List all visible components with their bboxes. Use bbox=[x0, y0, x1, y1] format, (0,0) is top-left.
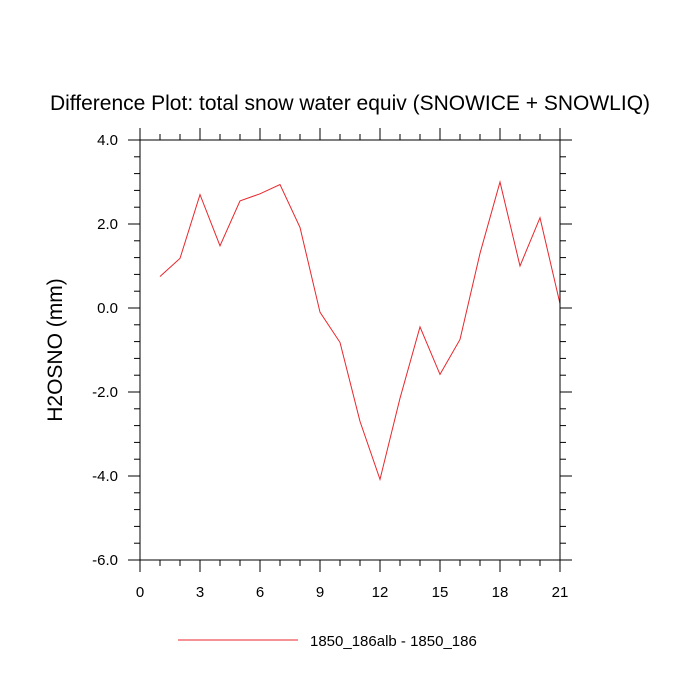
y-axis-label: H2OSNO (mm) bbox=[44, 278, 67, 422]
legend-label: 1850_186alb - 1850_186 bbox=[310, 633, 477, 650]
y-tick-labels: -6.0 -4.0 -2.0 0.0 2.0 4.0 bbox=[92, 132, 118, 569]
series-line bbox=[159, 180, 561, 482]
y-tick-label: 4.0 bbox=[97, 132, 118, 149]
x-tick-label: 0 bbox=[136, 584, 144, 601]
x-tick-label: 15 bbox=[432, 584, 449, 601]
y-tick-label: 2.0 bbox=[97, 216, 118, 233]
x-tick-label: 6 bbox=[256, 584, 264, 601]
y-tick-label: -4.0 bbox=[92, 468, 118, 485]
major-ticks bbox=[128, 128, 572, 572]
chart-title: Difference Plot: total snow water equiv … bbox=[50, 92, 650, 115]
y-tick-label: -6.0 bbox=[92, 552, 118, 569]
series-layer bbox=[159, 180, 561, 482]
minor-ticks bbox=[134, 134, 566, 566]
x-tick-label: 21 bbox=[552, 584, 569, 601]
x-tick-label: 9 bbox=[316, 584, 324, 601]
legend: 1850_186alb - 1850_186 bbox=[178, 633, 477, 650]
y-tick-label: 0.0 bbox=[97, 300, 118, 317]
x-tick-labels: 0 3 6 9 12 15 18 21 bbox=[136, 584, 569, 601]
x-tick-label: 3 bbox=[196, 584, 204, 601]
x-tick-label: 12 bbox=[372, 584, 389, 601]
y-tick-label: -2.0 bbox=[92, 384, 118, 401]
plot-frame bbox=[139, 139, 561, 561]
x-tick-label: 18 bbox=[492, 584, 509, 601]
